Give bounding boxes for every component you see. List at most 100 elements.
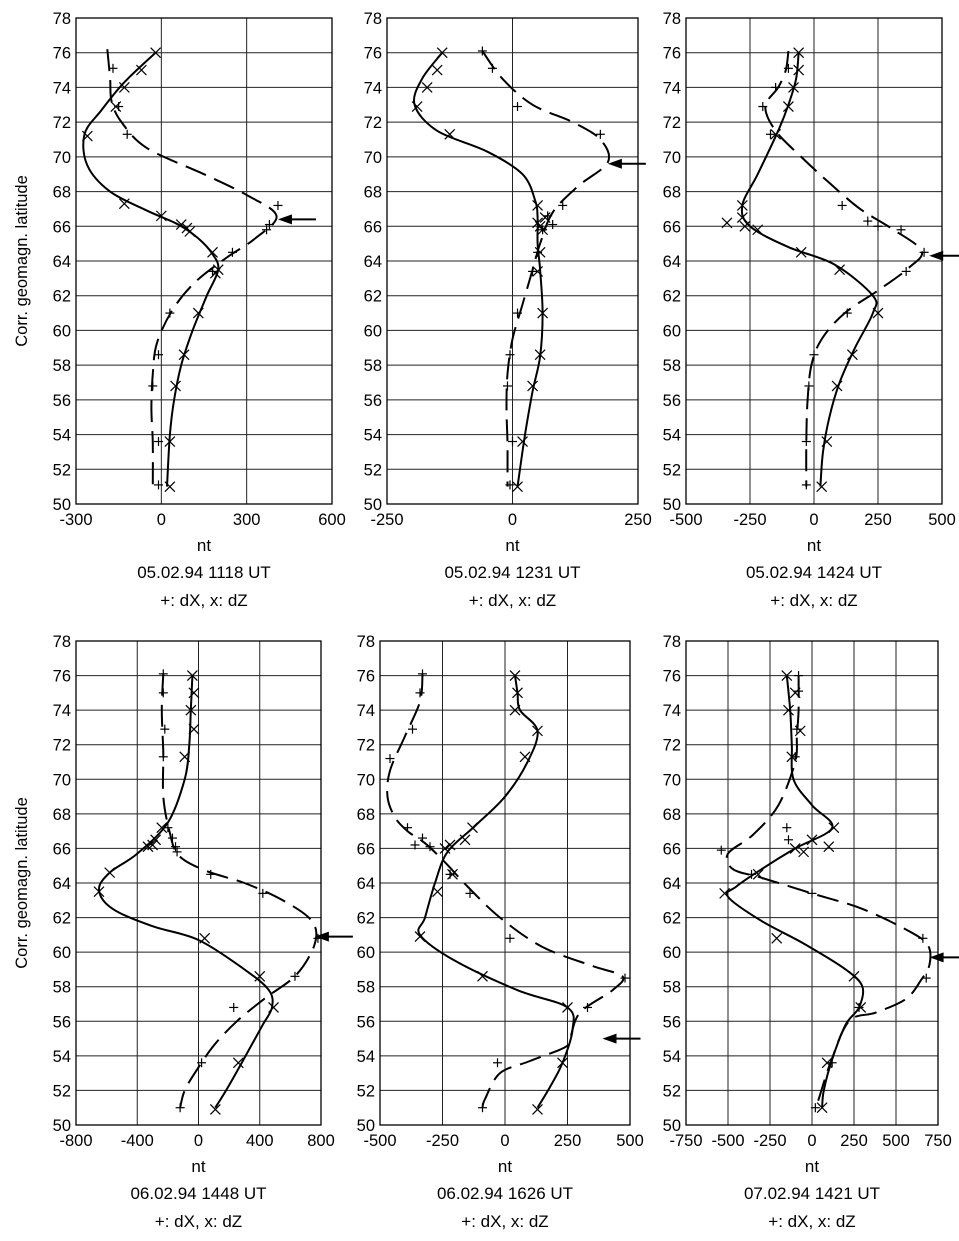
series-dZ (414, 670, 575, 1115)
series-dZ-line (417, 675, 575, 1109)
panel-5: 50 52 54 56 58 60 62 64 66 68 70 72 74 76 78 -500 -250 0 2… (357, 633, 644, 1231)
data-point-dX (873, 221, 883, 231)
data-point-dZ (821, 1057, 833, 1069)
data-point-dZ (421, 82, 433, 93)
data-point-dZ (118, 198, 130, 210)
y-tick-label: 60 (357, 944, 375, 962)
data-point-dZ (178, 349, 190, 361)
series-dZ-line (725, 675, 865, 1108)
data-point-dX (408, 724, 417, 734)
series-dZ (411, 47, 551, 493)
data-point-dZ (770, 128, 782, 140)
peak-arrow (929, 250, 959, 261)
data-point-dX (418, 833, 427, 843)
x-axis-label: nt (191, 1157, 205, 1176)
y-tick-label: 78 (357, 633, 375, 651)
data-point-dZ (719, 887, 731, 899)
data-point-dZ (532, 1104, 543, 1115)
data-point-dX (921, 973, 931, 983)
x-tick-label: -250 (753, 1132, 786, 1150)
x-tick-label: 250 (864, 511, 892, 529)
y-tick-label: 72 (357, 737, 375, 755)
y-tick-label: 56 (663, 1013, 681, 1031)
data-point-dX (783, 63, 793, 73)
data-point-dX (108, 63, 118, 73)
series-dZ-line (97, 675, 274, 1109)
y-tick-label: 64 (663, 253, 681, 271)
data-point-dZ (459, 834, 471, 846)
x-tick-label: 800 (307, 1132, 335, 1150)
x-axis-label: nt (498, 1157, 512, 1176)
y-tick-label: 62 (53, 910, 71, 928)
data-point-dX (794, 686, 804, 696)
data-point-dX (175, 1103, 185, 1113)
date-label: 05.02.94 1231 UT (444, 563, 580, 582)
data-point-dZ (786, 751, 798, 763)
data-point-dZ (431, 64, 443, 76)
y-tick-label: 54 (53, 427, 71, 445)
y-tick-label: 62 (663, 288, 681, 306)
x-tick-label: 500 (882, 1132, 910, 1150)
data-point-dZ (557, 1057, 568, 1069)
x-tick-label: 500 (928, 511, 956, 529)
data-point-dX (410, 840, 420, 850)
data-point-dZ (534, 349, 546, 361)
data-point-dZ (816, 481, 828, 493)
data-point-dX (505, 480, 515, 490)
data-point-dZ (828, 822, 840, 834)
plot-frame (685, 17, 943, 505)
y-tick-label: 56 (364, 392, 382, 410)
data-point-dZ (254, 970, 266, 982)
x-tick-label: -300 (59, 511, 92, 529)
data-point-dX (229, 1002, 239, 1012)
y-tick-label: 64 (53, 253, 71, 271)
data-point-dZ (519, 751, 531, 763)
data-point-dZ (789, 843, 801, 854)
y-tick-label: 68 (364, 184, 382, 202)
y-tick-label: 68 (663, 806, 681, 824)
data-point-dZ (93, 886, 105, 898)
data-point-dZ (793, 64, 805, 76)
y-tick-label: 66 (53, 840, 71, 858)
data-point-dX (158, 688, 168, 698)
y-tick-label: 60 (663, 322, 681, 340)
y-tick-label: 64 (357, 875, 375, 893)
series-dZ-line (740, 52, 878, 487)
date-label: 07.02.94 1421 UT (744, 1184, 880, 1203)
data-point-dZ (534, 246, 546, 258)
y-tick-label: 58 (357, 979, 375, 997)
plot-frame (75, 640, 322, 1126)
data-point-dX (273, 200, 283, 210)
y-tick-label: 72 (663, 737, 681, 755)
panel-4: 50 52 54 56 58 60 62 64 66 68 70 72 74 76 78 -800 -400 0 4… (13, 633, 353, 1231)
y-tick-label: 70 (663, 771, 681, 789)
y-tick-label: 56 (53, 1013, 71, 1031)
data-point-dZ (781, 670, 793, 681)
data-point-dZ (736, 200, 748, 211)
data-point-dX (620, 973, 630, 983)
y-tick-label: 76 (53, 45, 71, 63)
y-tick-label: 72 (53, 114, 71, 132)
y-tick-label: 66 (364, 218, 382, 236)
panel-3: 50 52 54 56 58 60 62 64 66 68 70 72 74 76 78 -500 -250 0 2… (663, 10, 959, 610)
y-tick-label: 58 (663, 979, 681, 997)
data-point-dX (595, 129, 605, 139)
y-tick-label: 54 (364, 427, 382, 445)
data-point-dX (487, 63, 497, 73)
data-point-dX (153, 350, 163, 360)
data-point-dZ (736, 212, 748, 224)
data-point-dZ (816, 1102, 828, 1114)
x-tick-label: 250 (554, 1132, 582, 1150)
y-tick-label: 52 (53, 1082, 71, 1100)
panel-1: 50 52 54 56 58 60 62 64 66 68 70 72 74 76 78 -300 0 300 60… (13, 10, 346, 610)
data-point-dZ (188, 723, 200, 735)
data-point-dZ (444, 839, 456, 851)
data-point-dX (548, 220, 558, 230)
x-axis-label: nt (197, 536, 211, 555)
data-point-dZ (110, 101, 122, 112)
data-point-dZ (509, 704, 521, 716)
y-tick-label: 76 (364, 45, 382, 63)
x-tick-label: 0 (500, 1132, 509, 1150)
x-tick-label: -400 (121, 1132, 154, 1150)
